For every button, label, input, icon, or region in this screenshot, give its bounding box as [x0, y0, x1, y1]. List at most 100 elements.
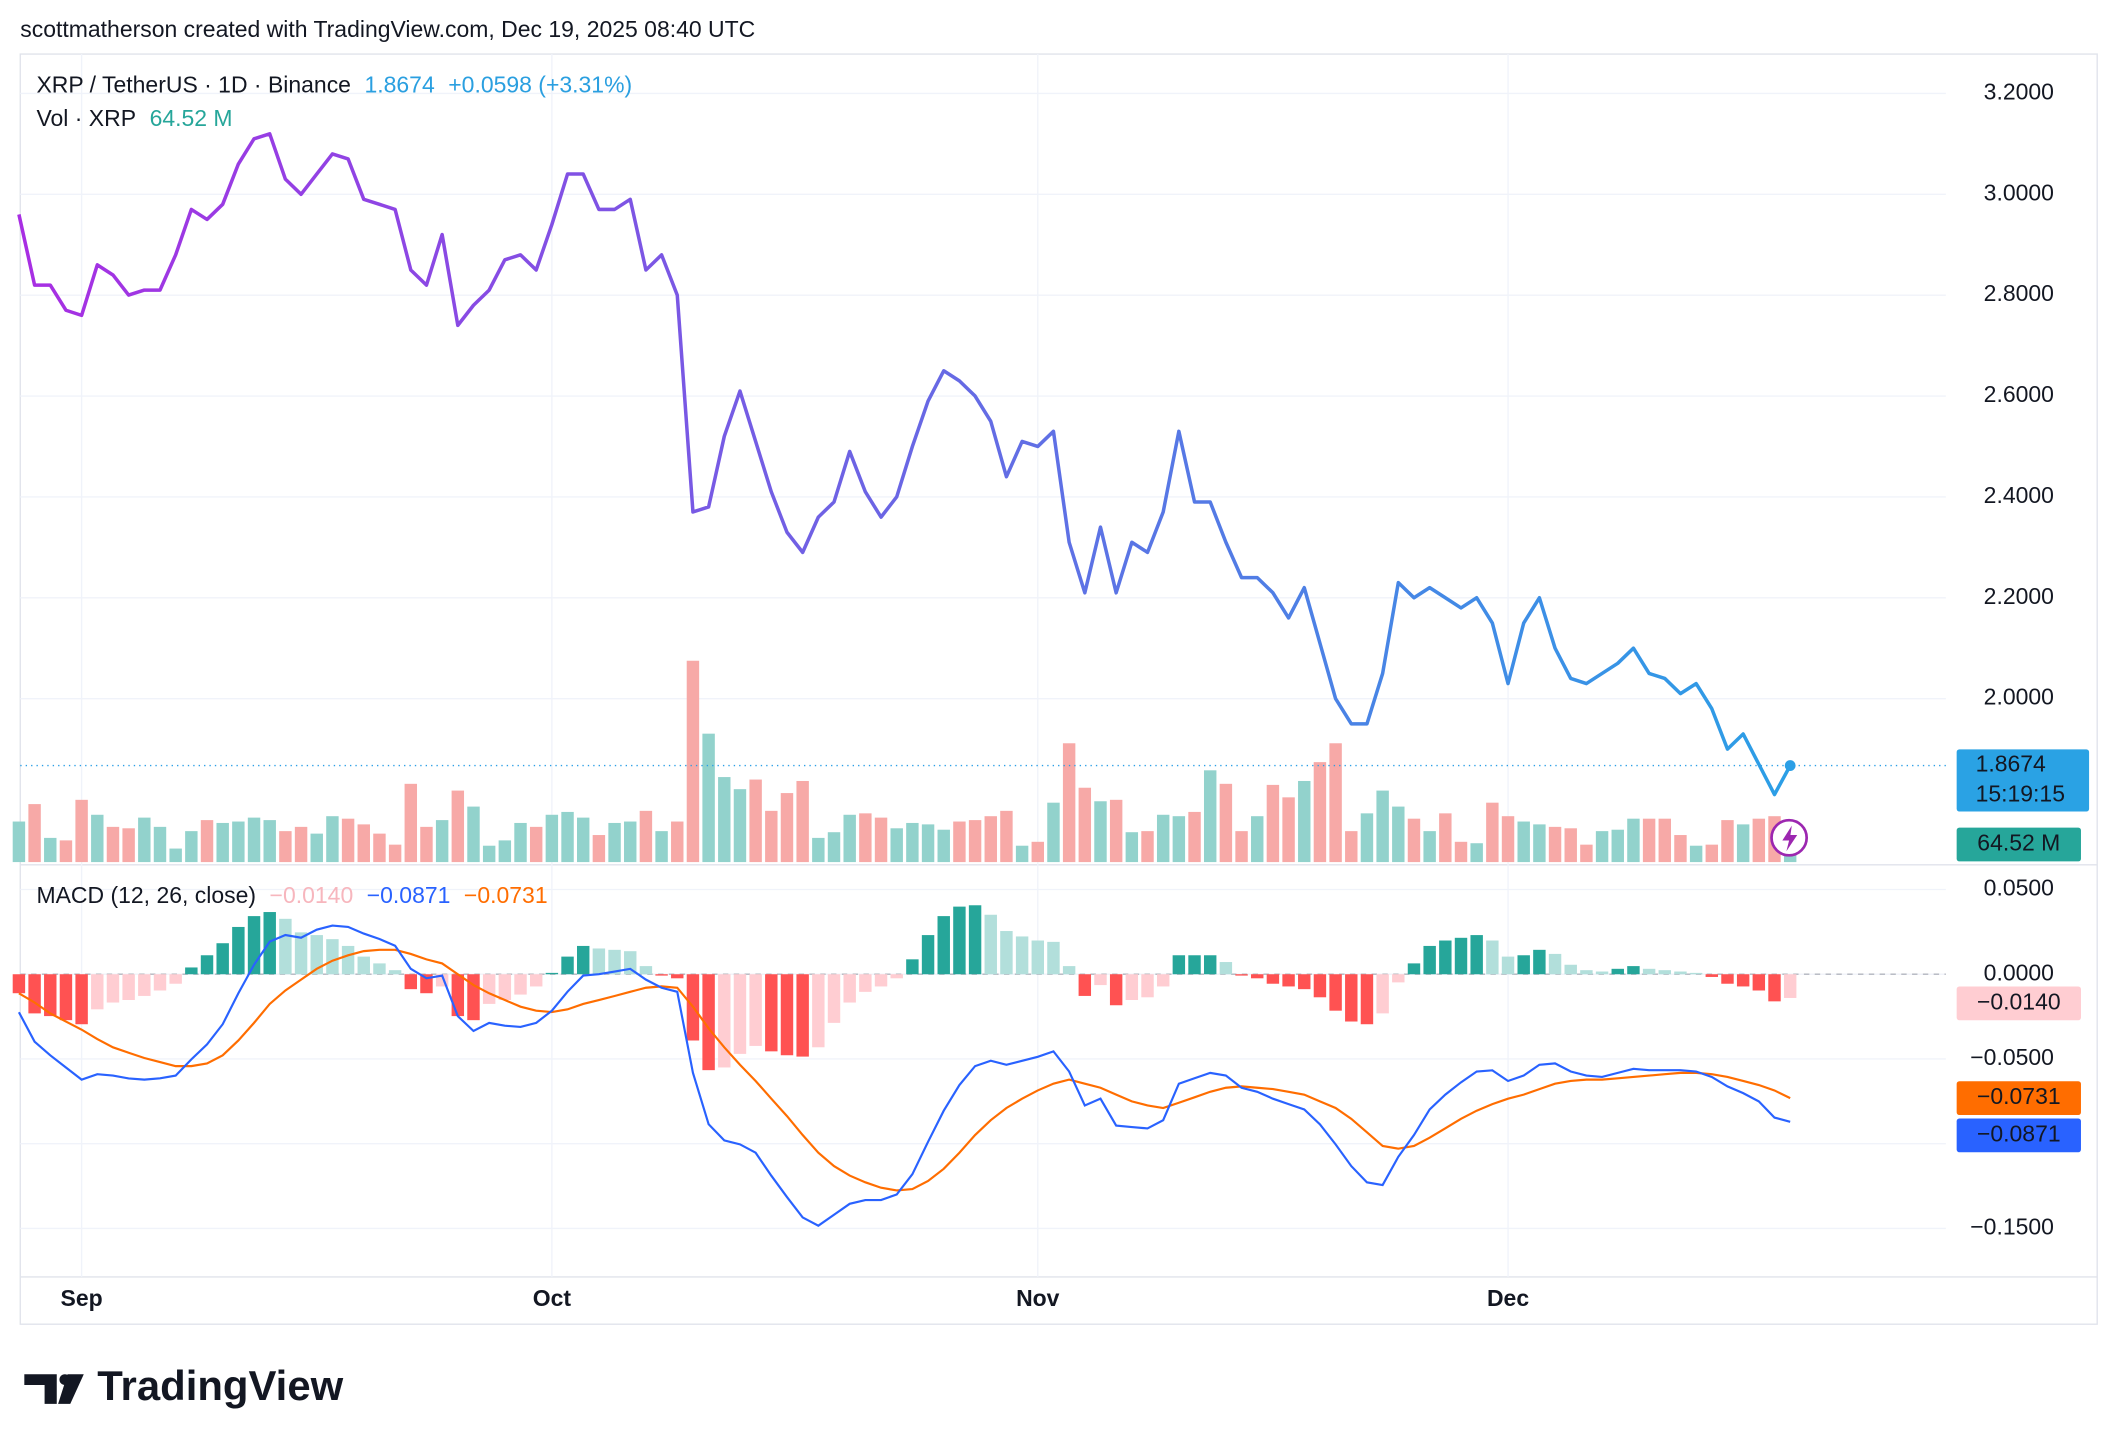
volume-bar	[1642, 818, 1656, 863]
signal-line	[18, 948, 1791, 1192]
volume-bar	[1658, 818, 1671, 863]
volume-bar	[1219, 783, 1233, 863]
volume-bar	[373, 833, 386, 863]
volume-bar	[122, 828, 135, 863]
volume-bar	[1047, 802, 1060, 863]
volume-bar	[843, 814, 856, 863]
x-tick-label: Nov	[1016, 1285, 1060, 1311]
macd-histogram-bar	[1392, 974, 1405, 983]
volume-bar	[59, 840, 73, 863]
price-badge-bg	[1956, 749, 2090, 812]
volume-bar	[1078, 787, 1092, 863]
y-tick-label: 2.6000	[1984, 381, 2054, 407]
volume-bar	[1000, 810, 1013, 863]
macd-histogram-bar	[1611, 968, 1624, 975]
volume-bar	[200, 820, 214, 863]
macd-histogram-bar	[827, 974, 841, 1023]
macd-histogram-bar	[1125, 974, 1139, 1000]
hist-badge: −0.0140	[1977, 988, 2061, 1014]
macd-histogram-bar	[59, 974, 73, 1021]
volume-badge-bg	[1956, 827, 2081, 862]
volume-bar	[984, 816, 997, 863]
macd-histogram-bar	[279, 918, 292, 975]
volume-bar	[216, 822, 229, 863]
macd-histogram-bar	[765, 974, 778, 1052]
macd-histogram-bar	[326, 939, 339, 975]
signal-badge-bg	[1956, 1081, 2081, 1116]
volume-bar	[1156, 814, 1170, 863]
volume-bar	[1564, 828, 1577, 863]
logo-mark	[24, 1374, 84, 1404]
macd-histogram-bar	[1721, 974, 1734, 984]
labels: 2.0000 2.2000 2.4000 2.6000 2.8000 3.0000 3.20…	[61, 78, 2090, 1311]
volume-bar	[812, 837, 825, 863]
macd-histogram-bar	[1423, 945, 1436, 975]
macd-histogram-bar	[749, 974, 762, 1046]
volume-bar	[482, 845, 496, 863]
last-price-dot	[1784, 760, 1796, 771]
macd-histogram-bar	[1219, 962, 1233, 975]
macd-histogram-bar	[1000, 931, 1013, 975]
volume-bar	[498, 840, 512, 863]
volume-bar	[12, 821, 26, 863]
logo: TradingView	[24, 1362, 344, 1409]
macd-histogram-bar	[655, 974, 668, 976]
macd-histogram-bar	[169, 974, 182, 984]
volume-bar	[138, 817, 151, 863]
volume-bar	[514, 822, 527, 863]
grid	[20, 54, 1946, 1277]
macd-histogram-bar	[545, 972, 559, 975]
macd-histogram-bar	[1156, 974, 1170, 987]
macd-histogram-bar	[1172, 955, 1186, 975]
y-tick-label: 3.2000	[1984, 78, 2054, 104]
macd-histogram-bar	[1595, 971, 1609, 975]
volume-bar	[733, 789, 747, 863]
macd-histogram-bar	[1689, 972, 1703, 975]
macd-line	[17, 924, 1791, 1227]
macd-histogram-bar	[1078, 974, 1092, 996]
volume-bar	[1501, 816, 1515, 863]
volume-bar	[1439, 813, 1452, 863]
volume-bar	[702, 733, 715, 863]
volume-bar	[1031, 841, 1045, 863]
volume-bar	[796, 780, 809, 863]
macd-histogram-bar	[1251, 974, 1264, 979]
macd-histogram-bar	[357, 956, 370, 975]
macd-histogram-bar	[1768, 974, 1781, 1002]
volume-bar	[435, 820, 449, 863]
macd-histogram-bar	[1439, 940, 1452, 975]
macd-histogram-bar	[1501, 956, 1515, 975]
macd-histogram-bar	[514, 974, 527, 995]
macd-histogram-bar	[1141, 974, 1154, 998]
macd-histogram-bar	[843, 974, 856, 1003]
macd-histogram-bar	[1235, 974, 1248, 976]
macd-histogram-bar	[1282, 974, 1295, 987]
legend-last: 1.8674	[364, 72, 434, 98]
legend-hist: −0.0140	[270, 882, 354, 908]
volume-bar	[1674, 835, 1687, 863]
volume-bar	[671, 821, 684, 863]
macd-histogram-bar	[1674, 971, 1687, 975]
volume-bar	[1172, 816, 1186, 863]
volume-bar	[1595, 831, 1609, 863]
macd-histogram-bar	[1658, 970, 1671, 975]
volume-bar	[341, 818, 355, 863]
legend-vol-value: 64.52 M	[150, 105, 233, 131]
volume-bar	[28, 804, 41, 863]
volume-bar	[185, 831, 198, 863]
volume-bar	[1125, 832, 1139, 863]
macd-histogram-bar	[1783, 974, 1797, 998]
macd-histogram-bar	[890, 974, 903, 979]
macd-histogram-bar	[294, 932, 308, 975]
volume-bar	[1533, 824, 1546, 863]
macd-histogram-bar	[232, 926, 245, 975]
macd-histogram-bar	[1705, 974, 1719, 977]
volume-bar	[91, 814, 104, 863]
marks	[12, 132, 1946, 1227]
macd-histogram-bar	[1062, 966, 1076, 975]
volume-bar	[404, 783, 418, 863]
volume-bar	[655, 831, 668, 863]
volume-badge: 64.52 M	[1977, 830, 2060, 856]
volume-bar	[968, 820, 982, 863]
volume-bar	[467, 806, 480, 863]
